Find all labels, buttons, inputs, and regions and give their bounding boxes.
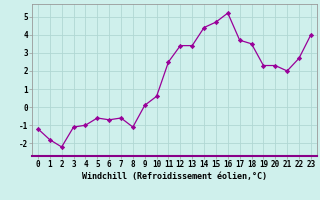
X-axis label: Windchill (Refroidissement éolien,°C): Windchill (Refroidissement éolien,°C)	[82, 172, 267, 181]
